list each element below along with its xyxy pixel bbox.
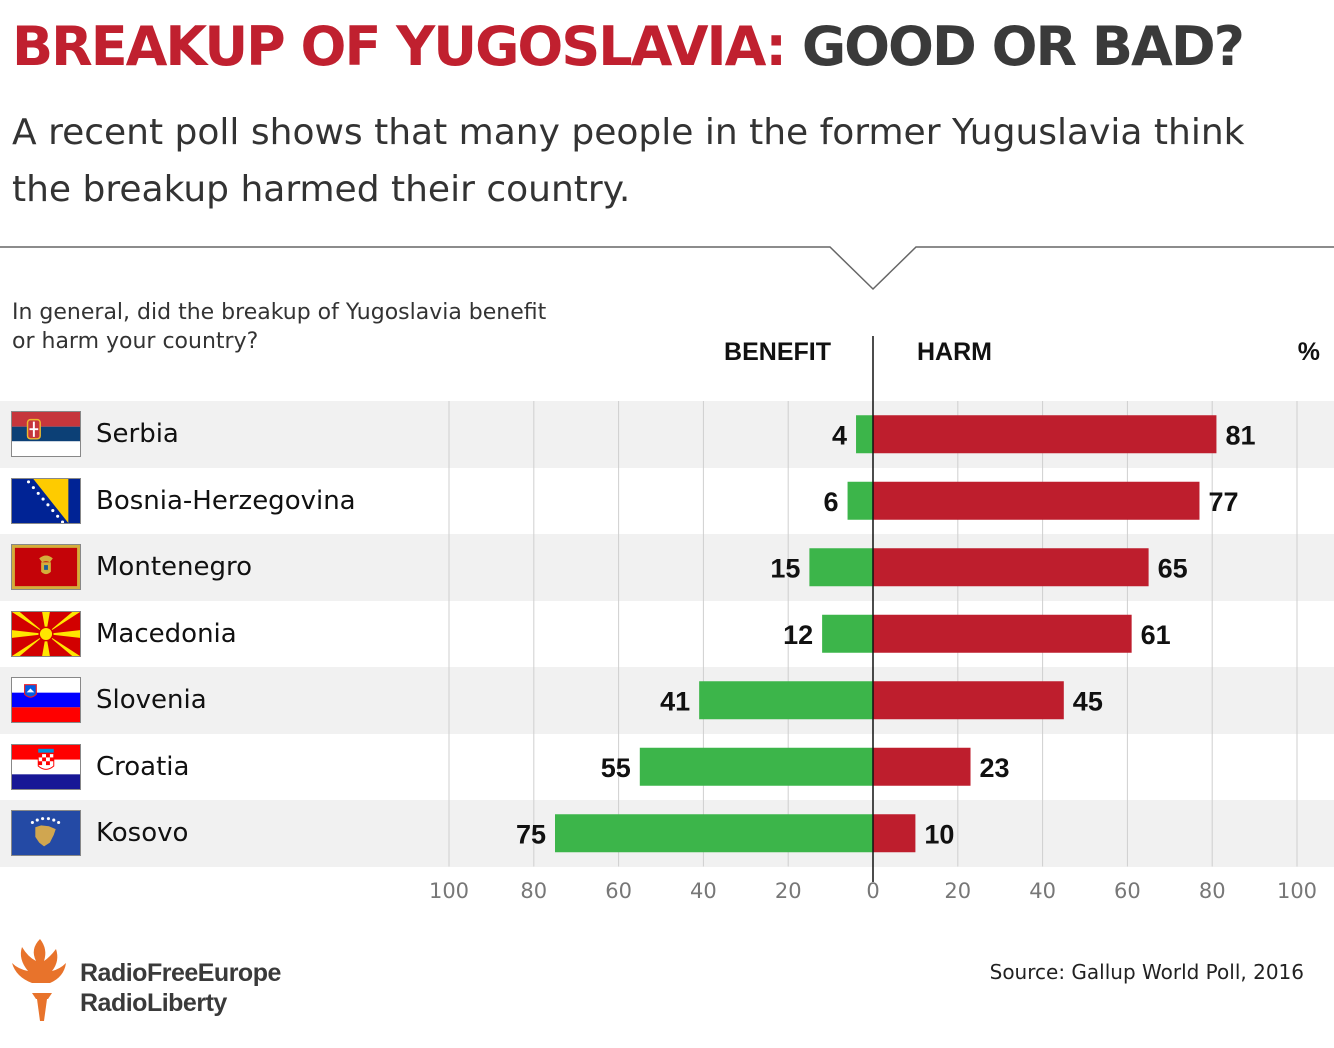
- serbia-flag-icon: [11, 411, 81, 457]
- x-tick-label: 40: [690, 879, 717, 903]
- harm-bar: [873, 681, 1064, 720]
- macedonia-flag-icon: [11, 610, 81, 657]
- x-tick-label: 40: [1029, 879, 1056, 903]
- x-tick-label: 80: [520, 879, 547, 903]
- croatia-flag-icon: [11, 743, 81, 790]
- country-label-slovenia: Slovenia: [96, 685, 207, 715]
- harm-bar: [873, 415, 1217, 454]
- country-label-macedonia: Macedonia: [96, 618, 237, 649]
- chart-title-part2: GOOD OR BAD?: [801, 15, 1245, 78]
- country-label-bosnia-herzegovina: Bosnia-Herzegovina: [96, 485, 356, 516]
- row-background: [0, 667, 1334, 734]
- bosnia-herzegovina-flag-icon: [11, 477, 81, 524]
- benefit-value-label: 15: [770, 553, 800, 583]
- montenegro-flag-icon: [11, 544, 81, 590]
- harm-value-label: 65: [1158, 553, 1188, 583]
- source-note: Source: Gallup World Poll, 2016: [989, 960, 1304, 984]
- benefit-value-label: 55: [601, 753, 631, 783]
- benefit-bar: [699, 681, 873, 720]
- harm-bar: [873, 548, 1149, 587]
- harm-value-label: 23: [980, 753, 1010, 783]
- x-tick-label: 20: [944, 879, 971, 903]
- logo-text-line2: RadioLiberty: [80, 989, 227, 1017]
- country-label-serbia: Serbia: [96, 419, 179, 449]
- country-label-kosovo: Kosovo: [96, 818, 189, 848]
- harm-bar: [873, 481, 1200, 520]
- benefit-value-label: 6: [824, 487, 839, 517]
- x-tick-label: 20: [775, 879, 802, 903]
- chart-title: BREAKUP OF YUGOSLAVIA: GOOD OR BAD?: [12, 14, 1245, 80]
- benefit-value-label: 75: [516, 819, 546, 849]
- harm-value-label: 45: [1073, 686, 1103, 716]
- chart-subtitle: A recent poll shows that many people in …: [12, 112, 1245, 210]
- x-tick-label: 100: [1277, 879, 1317, 903]
- benefit-bar: [555, 814, 873, 853]
- benefit-bar: [809, 548, 873, 587]
- benefit-value-label: 12: [783, 620, 813, 650]
- x-tick-label: 100: [429, 879, 469, 903]
- benefit-bar: [856, 415, 873, 454]
- torch-logo-icon: [12, 939, 66, 1021]
- x-tick-label: 60: [605, 879, 632, 903]
- slovenia-flag-icon: [11, 677, 81, 723]
- section-divider: [0, 246, 1334, 291]
- x-tick-label: 60: [1114, 879, 1141, 903]
- harm-bar: [873, 747, 971, 786]
- chart-title-part1: BREAKUP OF YUGOSLAVIA:: [12, 15, 787, 78]
- harm-column-header: HARM: [917, 338, 992, 366]
- kosovo-flag-icon: [11, 810, 81, 856]
- benefit-bar: [639, 747, 873, 786]
- rferl-logo: RadioFreeEurope RadioLiberty: [10, 935, 310, 1025]
- harm-value-label: 77: [1208, 487, 1238, 517]
- benefit-bar: [847, 481, 873, 520]
- survey-question: In general, did the breakup of Yugoslavi…: [12, 300, 547, 354]
- harm-value-label: 61: [1141, 620, 1171, 650]
- benefit-value-label: 4: [832, 420, 847, 450]
- benefit-column-header: BENEFIT: [724, 338, 831, 366]
- benefit-value-label: 41: [660, 686, 690, 716]
- logo-text-line1: RadioFreeEurope: [80, 959, 281, 987]
- harm-bar: [873, 814, 916, 853]
- country-label-croatia: Croatia: [96, 751, 190, 782]
- harm-bar: [873, 614, 1132, 653]
- country-label-montenegro: Montenegro: [96, 552, 253, 582]
- x-tick-label: 80: [1199, 879, 1226, 903]
- unit-label: %: [1297, 338, 1320, 366]
- benefit-bar: [822, 614, 873, 653]
- harm-value-label: 10: [924, 819, 954, 849]
- harm-value-label: 81: [1225, 420, 1255, 450]
- x-tick-label: 0: [866, 879, 879, 903]
